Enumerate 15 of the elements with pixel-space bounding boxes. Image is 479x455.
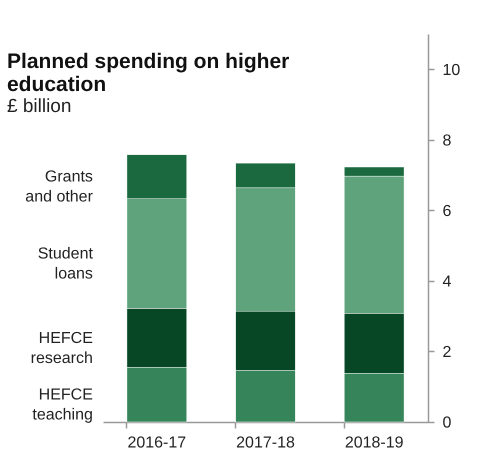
y-tick-label: 4 xyxy=(442,273,452,290)
y-tick-label: 2 xyxy=(442,344,452,361)
text: £ billion xyxy=(7,96,72,117)
text: HEFCE teaching xyxy=(32,386,93,424)
x-tick-label: 2017-18 xyxy=(236,434,295,452)
text: Student loans xyxy=(38,246,94,283)
x-tick-label: 2016-17 xyxy=(127,434,186,452)
text: HEFCE research xyxy=(30,330,93,367)
y-tick-label: 8 xyxy=(442,132,452,150)
x-tick-label: 2018-19 xyxy=(344,434,404,452)
y-tick-label: 10 xyxy=(442,62,460,79)
text: Grants and other xyxy=(25,168,94,206)
text: Planned spending on higher education xyxy=(7,50,290,96)
y-tick-label: 0 xyxy=(442,414,452,432)
y-tick-label: 6 xyxy=(442,202,452,220)
